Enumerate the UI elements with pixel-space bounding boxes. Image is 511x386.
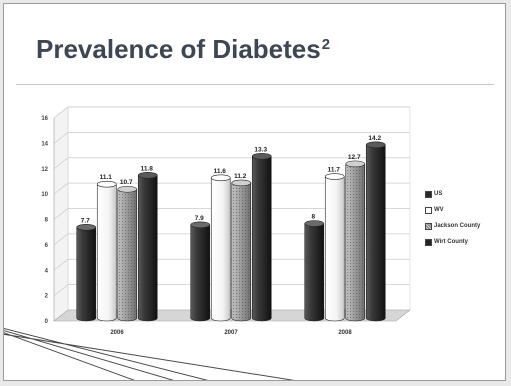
bar: [210, 177, 231, 322]
gridline: [53, 284, 410, 296]
y-tick-label: 2: [45, 294, 49, 300]
x-tick-label: 2007: [224, 330, 238, 336]
bar-top: [345, 160, 366, 168]
bar: [190, 224, 211, 322]
y-tick-label: 16: [41, 116, 48, 122]
bar: [96, 183, 117, 322]
legend-item: Wirt County: [425, 234, 480, 250]
data-label: 7.7: [81, 217, 90, 224]
gridline: [53, 106, 410, 119]
bar: [137, 174, 158, 322]
slide-title-text: Prevalence of Diabetes: [36, 34, 321, 64]
bar: [324, 176, 345, 322]
y-tick-label: 6: [45, 243, 49, 249]
gridline: [53, 258, 410, 271]
legend-swatch: [425, 238, 432, 246]
bar-top: [324, 173, 345, 180]
title-superscript: 2: [321, 36, 331, 53]
data-label: 11.2: [234, 173, 247, 180]
bar-top: [365, 141, 386, 149]
bar-top: [210, 174, 231, 182]
legend-label: Jackson County: [434, 223, 481, 229]
diabetes-chart: 0 2 4 6 8 10 12 14 16 7.7 11.1 10.7 11.8 2006 7.9 11.6 1…: [41, 106, 411, 336]
bar-top: [231, 179, 252, 187]
gridline: [53, 182, 410, 195]
bar: [251, 155, 272, 322]
bar-top: [137, 171, 158, 179]
y-tick-label: 14: [41, 141, 48, 147]
gridline: [53, 233, 410, 246]
gridline: [53, 157, 410, 170]
bar-top: [117, 185, 138, 193]
legend-label: US: [434, 191, 443, 197]
x-tick-label: 2006: [110, 330, 124, 336]
bar-top: [96, 180, 117, 188]
bar-top: [76, 224, 97, 231]
gridline: [53, 132, 410, 144]
data-label: 14.2: [368, 135, 381, 142]
legend-swatch: [425, 190, 432, 198]
legend-item: US: [425, 186, 480, 202]
bar: [304, 223, 325, 322]
bar-pattern: [117, 189, 137, 321]
data-label: 11.1: [100, 174, 113, 181]
data-label: 12.7: [348, 154, 361, 161]
data-label: 11.7: [328, 167, 341, 174]
bar: [76, 227, 97, 322]
bar-top: [251, 152, 272, 160]
data-label: 13.3: [254, 146, 267, 153]
data-label: 10.7: [120, 179, 133, 186]
legend-swatch: [425, 222, 432, 230]
slide: Prevalence of Diabetes2 0 2 4 6 8 10 12 14 16 7.7…: [3, 3, 506, 381]
bar-top: [190, 221, 211, 229]
bar-top: [304, 220, 325, 227]
legend-label: Wirt County: [434, 239, 468, 245]
y-tick-label: 0: [45, 319, 49, 325]
y-tick-label: 12: [41, 167, 48, 173]
chart-legend: US WV Jackson County Wirt County: [425, 186, 480, 250]
y-tick-label: 10: [41, 192, 48, 198]
y-tick-label: 4: [45, 268, 49, 274]
legend-item: WV: [425, 202, 480, 218]
gridline: [53, 208, 410, 220]
bar: [365, 144, 386, 322]
data-label: 7.9: [195, 215, 204, 222]
title-rule: [16, 84, 494, 85]
y-tick-label: 8: [45, 218, 49, 224]
x-tick-label: 2008: [338, 330, 352, 336]
legend-item: Jackson County: [425, 218, 480, 234]
data-label: 8: [311, 214, 315, 221]
slide-title: Prevalence of Diabetes2: [36, 34, 330, 65]
data-label: 11.6: [214, 168, 227, 175]
bar-pattern: [231, 182, 251, 321]
bar-pattern: [345, 163, 365, 321]
legend-label: WV: [434, 207, 444, 213]
legend-swatch: [425, 206, 432, 214]
data-label: 11.8: [141, 165, 154, 172]
